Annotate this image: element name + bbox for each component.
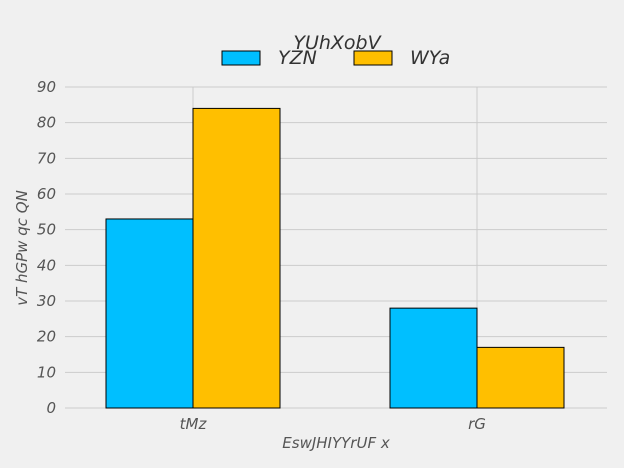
legend-swatch-wya	[353, 50, 393, 66]
y-tick-label: 40	[37, 256, 56, 274]
bar-wya-rg	[476, 346, 565, 409]
y-tick-label: 90	[37, 78, 56, 96]
y-tick-label: 30	[37, 292, 56, 310]
y-tick-label: 50	[37, 221, 56, 239]
bar-yzn-tmz	[105, 218, 194, 409]
legend: YZN WYa	[221, 47, 450, 69]
x-axis-label: EswJHIYYrUF x	[282, 434, 390, 452]
y-tick-label: 60	[37, 185, 56, 203]
legend-swatch-yzn	[221, 50, 261, 66]
y-axis-label: vT hGPw qc QN	[13, 190, 31, 306]
y-tick-label: 0	[46, 399, 56, 417]
y-tick-label: 70	[37, 149, 56, 167]
legend-label-yzn: YZN	[278, 47, 317, 69]
y-tick-labels: 0 10 20 30 40 50 60 70 80 90	[37, 78, 56, 417]
x-tick-label: tMz	[180, 415, 208, 433]
bars	[105, 107, 565, 409]
bar-yzn-rg	[389, 307, 478, 409]
chart-title: YUhXobV	[293, 32, 382, 54]
bar-wya-tmz	[192, 107, 281, 409]
y-tick-label: 10	[37, 363, 56, 381]
x-tick-label: rG	[468, 415, 486, 433]
legend-label-wya: WYa	[410, 47, 450, 69]
x-tick-labels: tMz rG	[180, 415, 486, 433]
y-tick-label: 20	[37, 328, 56, 346]
y-tick-label: 80	[37, 114, 56, 132]
